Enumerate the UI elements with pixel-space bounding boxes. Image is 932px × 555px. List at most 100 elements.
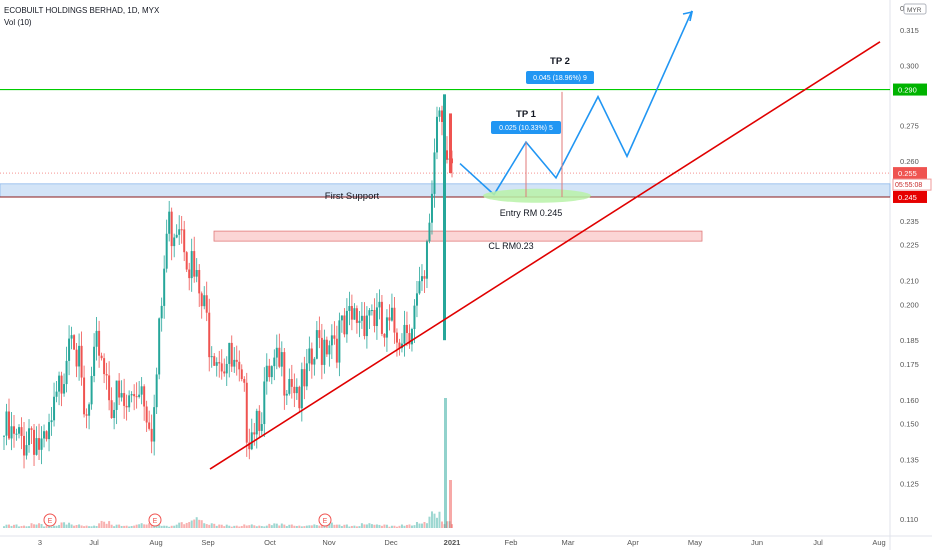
volume-bar [350, 525, 353, 528]
candle-body [195, 270, 198, 277]
candle-body [320, 337, 323, 365]
time-tick-label: Aug [872, 538, 885, 547]
currency-badge[interactable] [903, 3, 927, 15]
volume-bar [263, 526, 266, 528]
volume-bar [190, 520, 193, 528]
volume-bar [78, 524, 81, 528]
candle-body [335, 338, 338, 363]
candle-body [128, 395, 131, 408]
earnings-event-marker [318, 513, 332, 527]
candle-body [280, 352, 283, 367]
volume-bar [200, 520, 203, 528]
candle-body [18, 427, 21, 434]
volume-bar [13, 524, 16, 528]
candle-body [205, 295, 208, 313]
candle-body [318, 330, 321, 338]
candle-body [65, 360, 68, 385]
candle-body [120, 393, 123, 398]
earnings-event-letter: E [153, 518, 158, 525]
candle-body [340, 315, 343, 321]
candle-body [238, 361, 241, 370]
volume-bar [313, 524, 316, 528]
volume-bar [140, 523, 143, 528]
volume-bar [48, 525, 51, 528]
candle-body [250, 432, 253, 450]
candle-body [28, 428, 31, 446]
candle-body [203, 295, 206, 307]
candle-body [395, 332, 398, 343]
candle-body [298, 386, 301, 409]
countdown-text: 05:55:08 [895, 182, 922, 189]
time-tick-label: Nov [322, 538, 336, 547]
volume-bar [290, 524, 293, 528]
volume-bar [433, 513, 436, 528]
time-tick-label: Aug [149, 538, 162, 547]
volume-bar [50, 526, 53, 528]
candle-body [118, 380, 121, 398]
volume-bar [18, 526, 21, 528]
volume-bar [420, 523, 423, 528]
volume-bar [100, 520, 103, 528]
volume-bar [220, 524, 223, 528]
volume-bar [408, 524, 411, 528]
candle-body [278, 347, 281, 367]
candle-body [83, 377, 86, 415]
candle-body [123, 393, 126, 406]
breakout-candle [443, 94, 446, 341]
candle-body [405, 324, 408, 334]
candle-body [125, 405, 128, 408]
volume-bar [185, 522, 188, 528]
candle-body [183, 229, 186, 253]
candle-body [223, 371, 226, 374]
volume-bar [298, 525, 301, 528]
time-tick-label: Oct [264, 538, 277, 547]
candle-body [403, 324, 406, 344]
volume-bar [173, 525, 176, 528]
volume-bar [398, 525, 401, 528]
volume-bar [300, 526, 303, 528]
volume-bar [98, 523, 101, 528]
candle-body [93, 346, 96, 376]
volume-bar [45, 525, 48, 528]
candle-body [90, 375, 93, 405]
candle-body [440, 110, 443, 122]
volume-bar [213, 523, 216, 528]
candle-body [45, 431, 48, 440]
volume-bar [330, 522, 333, 528]
tp2-title: TP 2 [550, 56, 570, 67]
candle-body [175, 234, 178, 238]
candle-body [383, 333, 386, 338]
volume-bar [170, 525, 173, 528]
volume-bar [250, 524, 253, 528]
volume-bar [163, 525, 166, 528]
resistance-price-badge [893, 83, 927, 96]
volume-bar [108, 521, 111, 528]
volume-bar [260, 526, 263, 528]
candle-body [180, 229, 183, 231]
candle-body [10, 426, 13, 439]
candle-body [268, 365, 271, 378]
volume-bar [378, 524, 381, 528]
candle-body [415, 293, 418, 306]
volume-bar [143, 524, 146, 528]
candle-body [170, 211, 173, 247]
candle-body [275, 347, 278, 358]
volume-bar [160, 525, 163, 528]
price-tick-label: 0.225 [900, 241, 919, 250]
volume-bar [345, 524, 348, 528]
price-tick-label: 0.160 [900, 396, 919, 405]
candle-body [150, 428, 153, 442]
volume-bar [135, 524, 138, 528]
price-tick-label: 0.135 [900, 456, 919, 465]
candle-body [295, 386, 298, 394]
volume-bar [38, 523, 41, 528]
ascending-trendline [209, 41, 881, 470]
volume-bar [225, 524, 228, 528]
volume-bar [133, 525, 136, 528]
volume-bar [365, 524, 368, 528]
countdown-badge [892, 178, 932, 191]
entry-highlight [483, 188, 591, 203]
candle-body [288, 379, 291, 394]
